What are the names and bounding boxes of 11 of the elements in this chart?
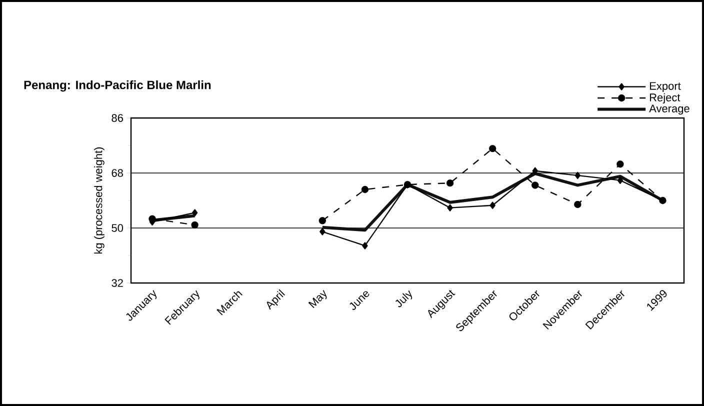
x-tick-label: May <box>308 290 327 308</box>
y-tick-label: 50 <box>112 224 124 232</box>
legend-label: Average <box>649 104 690 115</box>
legend-label: Reject <box>650 93 680 104</box>
y-tick-label: 86 <box>112 114 123 122</box>
y-tick-label: 32 <box>112 279 123 287</box>
chart-title: Penang: Indo-Pacific Blue Marlin <box>24 80 211 92</box>
y-axis-title: kg (processed weight) <box>94 147 104 254</box>
legend-label: Export <box>650 82 681 92</box>
x-tick-label: July <box>396 290 412 308</box>
y-tick-label: 68 <box>112 169 123 177</box>
